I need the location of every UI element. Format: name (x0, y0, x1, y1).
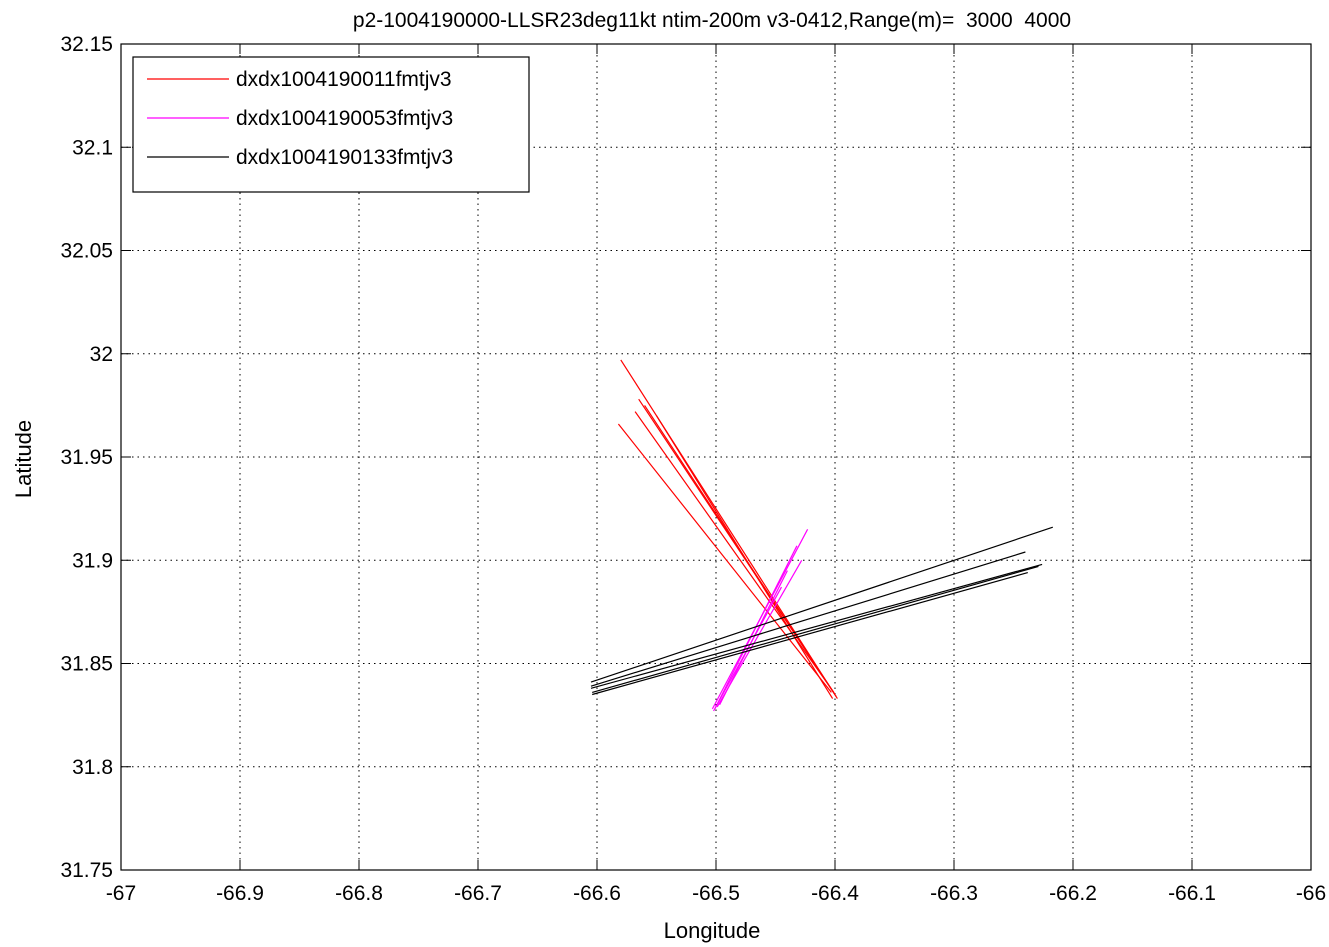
series-3 (590, 526, 1053, 696)
x-tick-label: -66.7 (454, 882, 502, 905)
x-axis-label: Longitude (664, 918, 761, 943)
data-series (590, 359, 1053, 712)
y-tick-label: 31.75 (60, 859, 113, 882)
series-line (590, 551, 1026, 687)
series-line (655, 415, 834, 699)
x-tick-label: -66.4 (811, 882, 859, 905)
y-tick-label: 32.1 (72, 136, 113, 159)
x-tick-label: -66.1 (1168, 882, 1216, 905)
x-tick-label: -66.5 (692, 882, 740, 905)
x-tick-label: -66.2 (1049, 882, 1097, 905)
y-axis-label: Latitude (11, 420, 36, 498)
x-tick-label: -66.3 (930, 882, 978, 905)
legend-entry-label: dxdx1004190053fmtjv3 (236, 107, 453, 130)
y-tick-label: 32.05 (60, 240, 113, 263)
y-tick-label: 32 (90, 343, 113, 366)
series-line (590, 526, 1053, 683)
series-line (634, 411, 835, 693)
y-tick-label: 32.15 (60, 33, 113, 56)
x-tick-label: -66.8 (335, 882, 383, 905)
x-tick-label: -66.9 (216, 882, 264, 905)
axis-ticks: -67 -66.9 -66.8 -66.7 -66.6 -66.5 -66.4 -66.3 -6… (60, 33, 1326, 905)
legend-entry-label: dxdx1004190133fmtjv3 (236, 146, 453, 169)
x-tick-label: -67 (106, 882, 136, 905)
chart-title: p2-1004190000-LLSR23deg11kt ntim-200m v3… (353, 9, 1071, 32)
y-tick-label: 31.85 (60, 653, 113, 676)
legend-entry-label: dxdx1004190011fmtjv3 (236, 68, 452, 91)
series-line (592, 565, 1039, 693)
x-tick-label: -66 (1296, 882, 1326, 905)
series-line (592, 572, 1028, 696)
y-tick-label: 31.9 (72, 549, 113, 572)
x-tick-label: -66.6 (573, 882, 621, 905)
series-line (590, 563, 1043, 689)
y-tick-label: 31.95 (60, 446, 113, 469)
legend: dxdx1004190011fmtjv3 dxdx1004190053fmtjv3… (132, 56, 530, 193)
y-tick-label: 31.8 (72, 756, 113, 779)
series-1 (617, 359, 838, 699)
series-line (617, 423, 832, 693)
